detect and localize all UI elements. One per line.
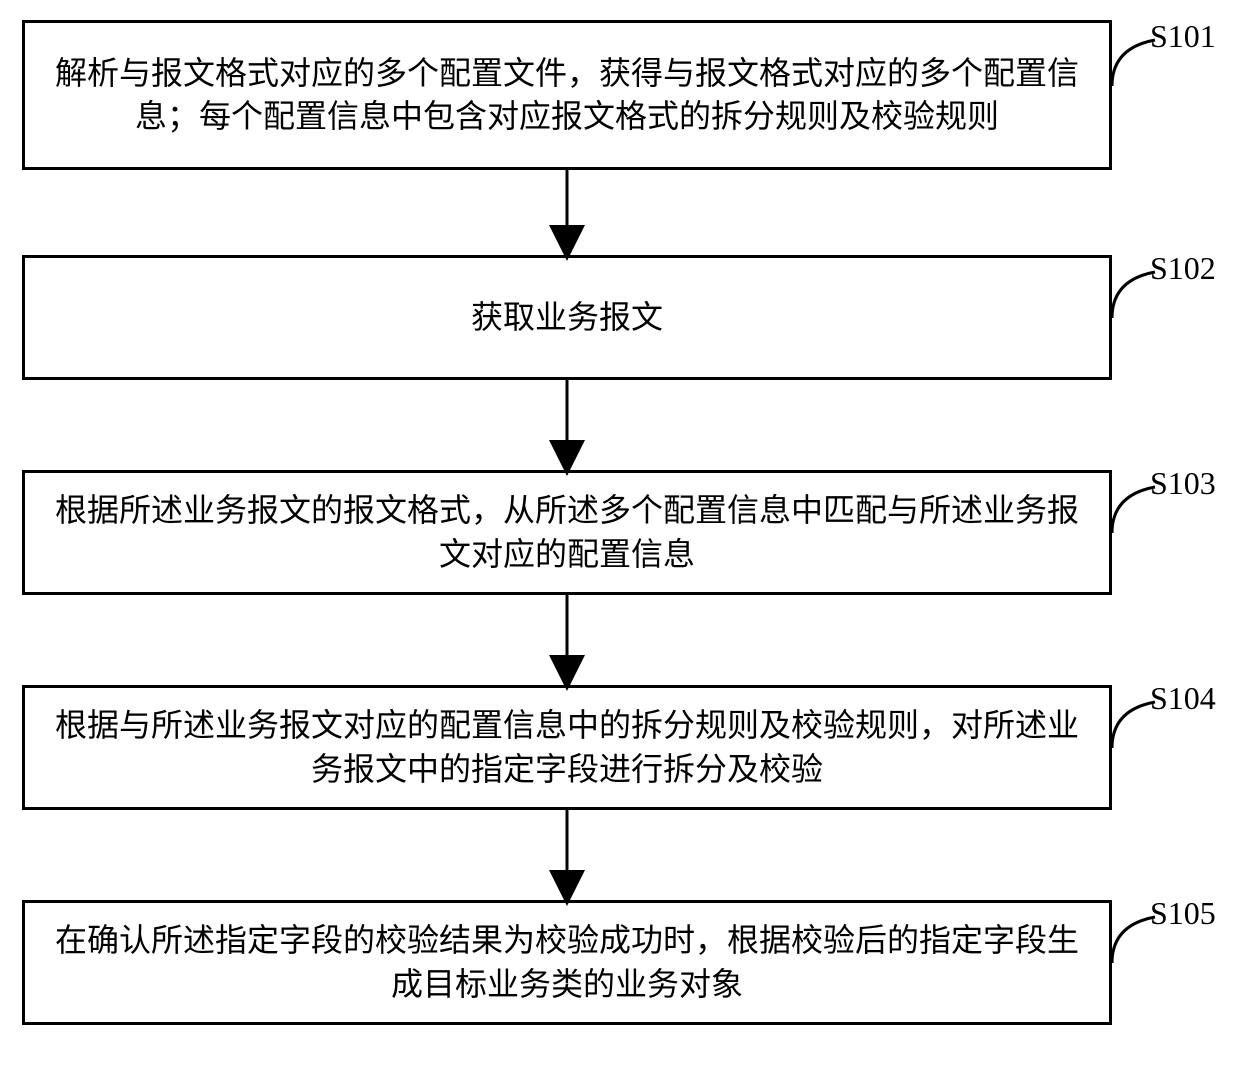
- step-label-s103: S103: [1150, 465, 1216, 502]
- step-box-s105: 在确认所述指定字段的校验结果为校验成功时，根据校验后的指定字段生成目标业务类的业…: [22, 900, 1112, 1025]
- step-text: 在确认所述指定字段的校验结果为校验成功时，根据校验后的指定字段生成目标业务类的业…: [45, 919, 1089, 1005]
- step-label-s102: S102: [1150, 250, 1216, 287]
- step-text: 获取业务报文: [471, 296, 663, 339]
- step-box-s101: 解析与报文格式对应的多个配置文件，获得与报文格式对应的多个配置信息；每个配置信息…: [22, 20, 1112, 170]
- step-box-s104: 根据与所述业务报文对应的配置信息中的拆分规则及校验规则，对所述业务报文中的指定字…: [22, 685, 1112, 810]
- step-box-s102: 获取业务报文: [22, 255, 1112, 380]
- step-label-s101: S101: [1150, 18, 1216, 55]
- step-text: 根据与所述业务报文对应的配置信息中的拆分规则及校验规则，对所述业务报文中的指定字…: [45, 704, 1089, 790]
- step-text: 解析与报文格式对应的多个配置文件，获得与报文格式对应的多个配置信息；每个配置信息…: [45, 52, 1089, 138]
- step-text: 根据所述业务报文的报文格式，从所述多个配置信息中匹配与所述业务报文对应的配置信息: [45, 489, 1089, 575]
- step-label-s104: S104: [1150, 680, 1216, 717]
- step-box-s103: 根据所述业务报文的报文格式，从所述多个配置信息中匹配与所述业务报文对应的配置信息: [22, 470, 1112, 595]
- flowchart-canvas: 解析与报文格式对应的多个配置文件，获得与报文格式对应的多个配置信息；每个配置信息…: [0, 0, 1240, 1077]
- step-label-s105: S105: [1150, 895, 1216, 932]
